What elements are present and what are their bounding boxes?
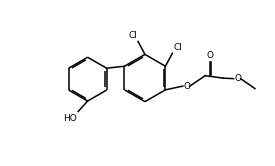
Text: O: O — [235, 74, 241, 83]
Text: HO: HO — [63, 114, 77, 123]
Text: O: O — [207, 51, 214, 60]
Text: O: O — [184, 82, 191, 91]
Text: Cl: Cl — [173, 43, 182, 52]
Text: Cl: Cl — [128, 31, 137, 40]
